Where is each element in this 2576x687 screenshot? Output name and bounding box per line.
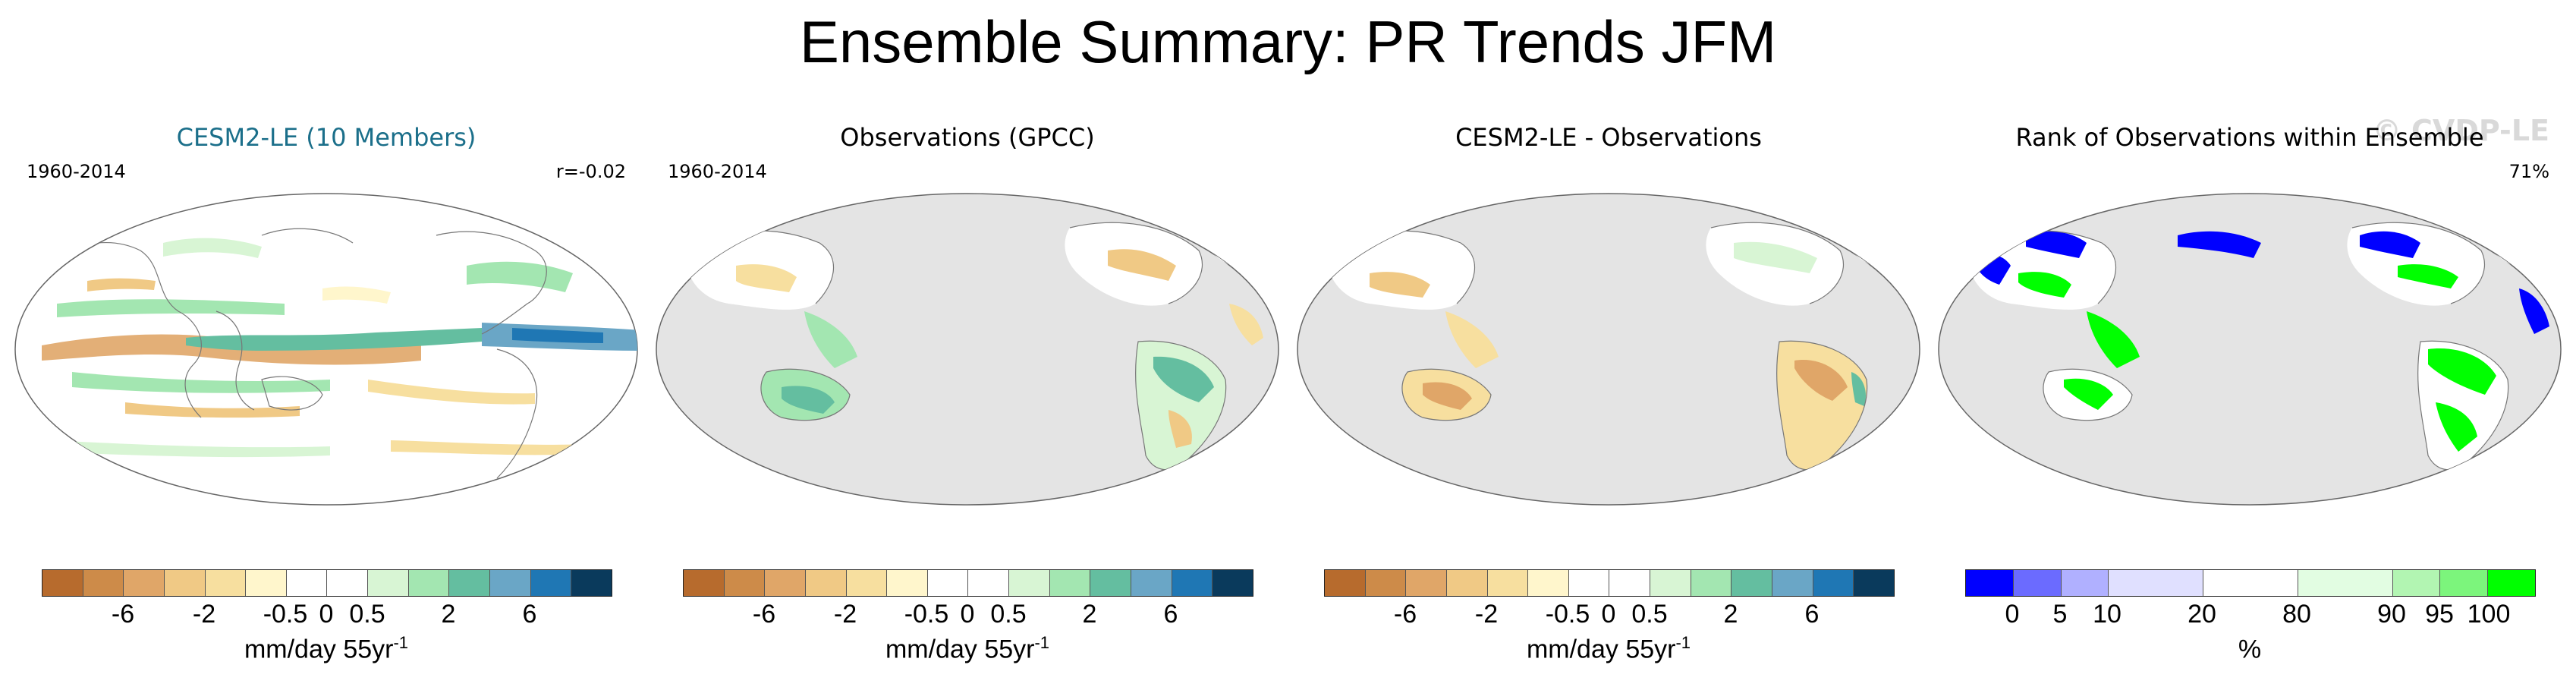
panel-title: Rank of Observations within Ensemble: [2015, 123, 2484, 152]
watermark: © CVDP-LE: [2372, 114, 2549, 147]
tick-label: 20: [2188, 600, 2216, 629]
tick-label: 0: [2005, 600, 2020, 629]
colorbar-units: %: [1935, 633, 2565, 664]
colorbar-ticks: -6 -2 -0.5 0 0.5 2 6: [1324, 600, 1893, 633]
units-base: mm/day 55yr: [244, 635, 394, 664]
units-base: %: [2238, 635, 2262, 664]
tick-label: 0: [319, 600, 334, 629]
tick-label: 95: [2425, 600, 2454, 629]
colorbar-units: mm/day 55yr-1: [1294, 633, 1923, 664]
tick-label: 0: [960, 600, 975, 629]
precip-trend-field: [42, 238, 637, 458]
tick-label: 0.5: [990, 600, 1027, 629]
tick-label: -2: [833, 600, 857, 629]
colorbar: [42, 569, 612, 597]
tick-label: 10: [2093, 600, 2122, 629]
tick-label: 6: [522, 600, 537, 629]
tick-label: 0.5: [1631, 600, 1668, 629]
panel-model-minus-obs: CESM2-LE - Observations: [1294, 114, 1923, 676]
world-map: [14, 193, 638, 506]
colorbar-units: mm/day 55yr-1: [11, 633, 641, 664]
panel-title: CESM2-LE (10 Members): [176, 123, 477, 152]
world-map: [1938, 193, 2562, 506]
tick-label: -6: [752, 600, 776, 629]
difference-field: [1324, 222, 1908, 470]
period-label: 1960-2014: [27, 161, 126, 182]
tick-label: 6: [1804, 600, 1820, 629]
colorbar-ticks: -6 -2 -0.5 0 0.5 2 6: [42, 600, 611, 633]
figure-title: Ensemble Summary: PR Trends JFM: [799, 8, 1777, 75]
tick-label: 80: [2282, 600, 2311, 629]
period-label: 1960-2014: [668, 161, 767, 182]
colorbar: [683, 569, 1253, 597]
tick-label: 2: [1723, 600, 1738, 629]
units-exponent: -1: [393, 633, 409, 652]
percent-label: 71%: [2508, 161, 2549, 182]
tick-label: 0: [1601, 600, 1616, 629]
units-base: mm/day 55yr: [885, 635, 1035, 664]
panel-observations: Observations (GPCC) 1960-2014: [653, 114, 1282, 676]
panel-rank: © CVDP-LE Rank of Observations within En…: [1935, 114, 2565, 676]
tick-label: 90: [2377, 600, 2406, 629]
panel-title: Observations (GPCC): [840, 123, 1095, 152]
tick-label: -6: [1393, 600, 1417, 629]
tick-label: 100: [2467, 600, 2511, 629]
tick-label: -2: [1474, 600, 1499, 629]
units-exponent: -1: [1675, 633, 1691, 652]
tick-label: -0.5: [263, 600, 308, 629]
colorbar-ticks: 0 5 10 20 80 90 95 100: [1965, 600, 2534, 633]
tick-label: 0.5: [349, 600, 385, 629]
land-precip-field: [683, 222, 1267, 470]
colorbar-ticks: -6 -2 -0.5 0 0.5 2 6: [683, 600, 1252, 633]
tick-label: 6: [1163, 600, 1178, 629]
world-map: [656, 193, 1279, 506]
colorbar: [1324, 569, 1895, 597]
colorbar: [1965, 569, 2536, 597]
tick-label: -6: [111, 600, 135, 629]
tick-label: 2: [1082, 600, 1097, 629]
tick-label: -2: [192, 600, 216, 629]
panel-title: CESM2-LE - Observations: [1455, 123, 1762, 152]
pattern-correlation-label: r=-0.02: [555, 161, 626, 182]
panel-model-ensemble: CESM2-LE (10 Members) 1960-2014 r=-0.02: [11, 114, 641, 676]
tick-label: 2: [441, 600, 456, 629]
tick-label: -0.5: [904, 600, 949, 629]
units-exponent: -1: [1034, 633, 1050, 652]
tick-label: -0.5: [1545, 600, 1590, 629]
rank-field: [1965, 222, 2549, 470]
world-map: [1297, 193, 1920, 506]
colorbar-units: mm/day 55yr-1: [653, 633, 1282, 664]
tick-label: 5: [2052, 600, 2068, 629]
units-base: mm/day 55yr: [1526, 635, 1676, 664]
